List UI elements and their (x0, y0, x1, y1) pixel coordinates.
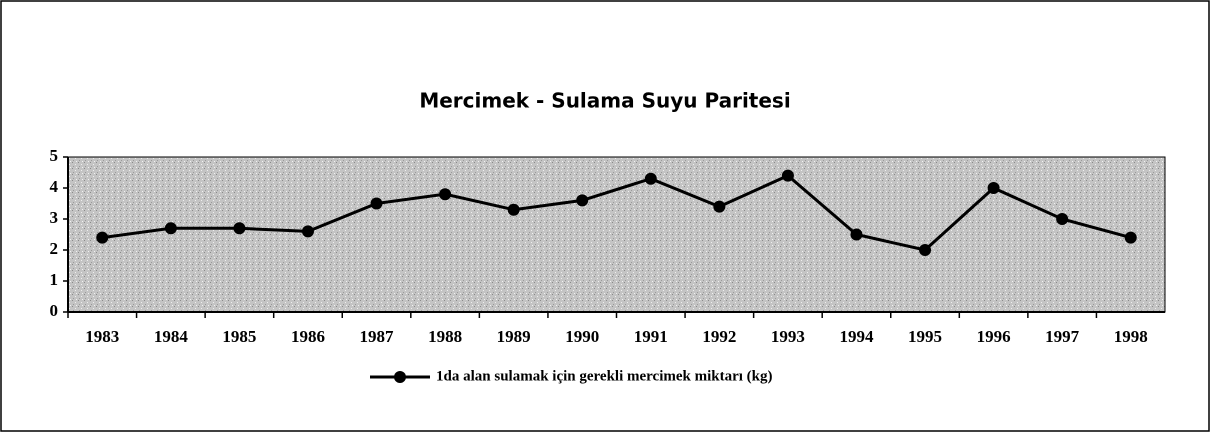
data-point (781, 169, 794, 182)
data-point (370, 197, 383, 210)
x-tick-label: 1991 (634, 327, 668, 346)
x-tick-label: 1986 (291, 327, 325, 346)
data-point (439, 188, 452, 201)
data-point (1124, 231, 1137, 244)
x-tick-label: 1984 (154, 327, 189, 346)
data-point (1056, 213, 1069, 225)
x-tick-label: 1997 (1045, 327, 1080, 346)
data-point (507, 203, 520, 216)
legend-marker (394, 371, 406, 383)
data-point (96, 231, 109, 244)
legend-label: 1da alan sulamak için gerekli mercimek m… (436, 368, 773, 384)
data-point (164, 222, 177, 235)
x-tick-label: 1996 (977, 327, 1011, 346)
y-tick-label: 4 (50, 177, 59, 196)
x-tick-label: 1985 (222, 327, 256, 346)
x-tick-label: 1992 (702, 327, 736, 346)
x-tick-label: 1995 (908, 327, 942, 346)
x-tick-label: 1989 (497, 327, 531, 346)
data-point (576, 194, 589, 207)
x-tick-label: 1990 (565, 327, 599, 346)
data-point (301, 225, 314, 238)
data-point (713, 200, 726, 213)
y-tick-label: 0 (50, 301, 59, 320)
x-tick-label: 1993 (771, 327, 805, 346)
y-tick-label: 2 (50, 239, 59, 258)
x-tick-label: 1983 (85, 327, 119, 346)
x-tick-label: 1998 (1114, 327, 1148, 346)
data-point (919, 244, 932, 256)
x-tick-label: 1988 (428, 327, 462, 346)
data-point (233, 222, 246, 235)
y-tick-label: 3 (50, 208, 59, 227)
y-tick-label: 5 (50, 146, 59, 165)
x-tick-label: 1987 (360, 327, 395, 346)
x-tick-label: 1994 (839, 327, 874, 346)
chart-title: Mercimek - Sulama Suyu Paritesi (419, 89, 790, 113)
series-line (102, 173, 1132, 252)
data-point (644, 172, 657, 185)
data-point (987, 182, 1000, 194)
data-point (850, 228, 863, 241)
plot-area (67, 156, 1166, 313)
y-tick-label: 1 (50, 270, 59, 289)
